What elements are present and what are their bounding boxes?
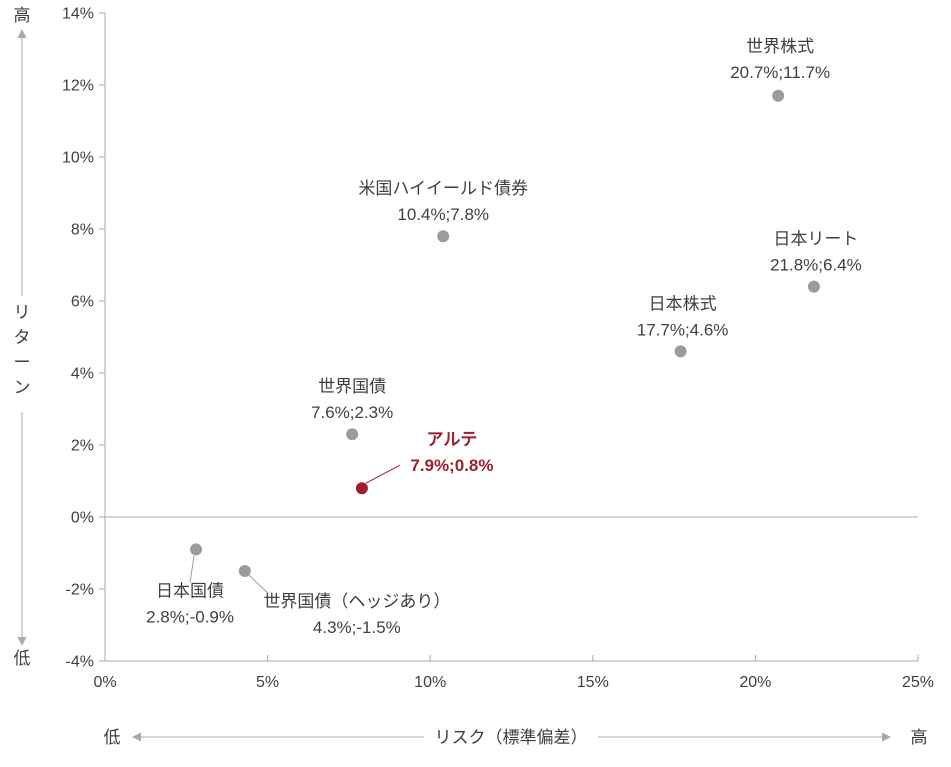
- point-name-label: 日本リート: [773, 230, 858, 249]
- x-tick-label: 15%: [577, 674, 609, 691]
- x-axis-low-label: 低: [104, 728, 121, 747]
- point-value-label: 2.8%;-0.9%: [146, 607, 234, 626]
- y-axis-title-char: タ: [14, 328, 31, 347]
- point-name-label: アルテ: [426, 430, 477, 449]
- y-tick-label: -4%: [66, 654, 94, 671]
- y-tick-label: 4%: [71, 366, 94, 383]
- point-value-label: 7.6%;2.3%: [311, 403, 393, 422]
- point-value-label: 20.7%;11.7%: [730, 63, 830, 82]
- leader-line: [365, 464, 401, 484]
- data-point: [437, 230, 450, 243]
- x-axis-arrow-left-icon: [132, 732, 141, 742]
- y-axis-low-label: 低: [14, 649, 31, 668]
- leader-line: [248, 574, 269, 594]
- point-name-label: 世界国債（ヘッジあり）: [263, 592, 450, 611]
- point-name-label: 世界国債: [318, 377, 386, 396]
- y-axis-arrow-down-icon: [17, 637, 27, 646]
- x-tick-label: 20%: [739, 674, 771, 691]
- point-name-label: 日本株式: [649, 294, 717, 313]
- y-tick-label: 10%: [62, 150, 94, 167]
- x-tick-label: 5%: [256, 674, 279, 691]
- x-axis-high-label: 高: [911, 728, 928, 747]
- y-tick-label: 2%: [71, 438, 94, 455]
- y-tick-label: 6%: [71, 294, 94, 311]
- data-point: [238, 565, 251, 577]
- leader-line: [189, 555, 195, 583]
- y-axis-title-char: ン: [14, 378, 31, 397]
- data-point: [674, 345, 687, 358]
- point-value-label: 21.8%;6.4%: [770, 256, 862, 275]
- data-point: [772, 89, 785, 102]
- x-axis-arrow-right-icon: [882, 732, 891, 742]
- y-tick-label: 12%: [62, 78, 94, 95]
- point-name-label: 日本国債: [156, 581, 224, 600]
- x-tick-label: 25%: [902, 674, 934, 691]
- point-value-label: 17.7%;4.6%: [637, 320, 729, 339]
- point-name-label: 米国ハイイールド債券: [358, 179, 528, 198]
- y-tick-label: 14%: [62, 6, 94, 23]
- y-tick-label: 0%: [71, 510, 94, 527]
- data-point: [190, 543, 203, 556]
- point-value-label: 10.4%;7.8%: [397, 205, 489, 224]
- x-tick-label: 0%: [93, 674, 116, 691]
- y-axis-title-char: リ: [14, 303, 31, 322]
- data-point: [807, 280, 820, 293]
- y-axis-title-char: ー: [14, 353, 31, 372]
- data-point: [346, 428, 359, 441]
- point-name-label: 世界株式: [746, 37, 814, 56]
- data-point: [355, 482, 368, 495]
- y-tick-label: -2%: [66, 582, 94, 599]
- y-axis-arrow-up-icon: [17, 29, 27, 38]
- point-value-label: 7.9%;0.8%: [410, 456, 493, 475]
- y-tick-label: 8%: [71, 222, 94, 239]
- x-axis-title: リスク（標準偏差）: [435, 728, 588, 747]
- x-tick-label: 10%: [414, 674, 446, 691]
- point-value-label: 4.3%;-1.5%: [313, 618, 401, 637]
- y-axis-high-label: 高: [14, 6, 31, 25]
